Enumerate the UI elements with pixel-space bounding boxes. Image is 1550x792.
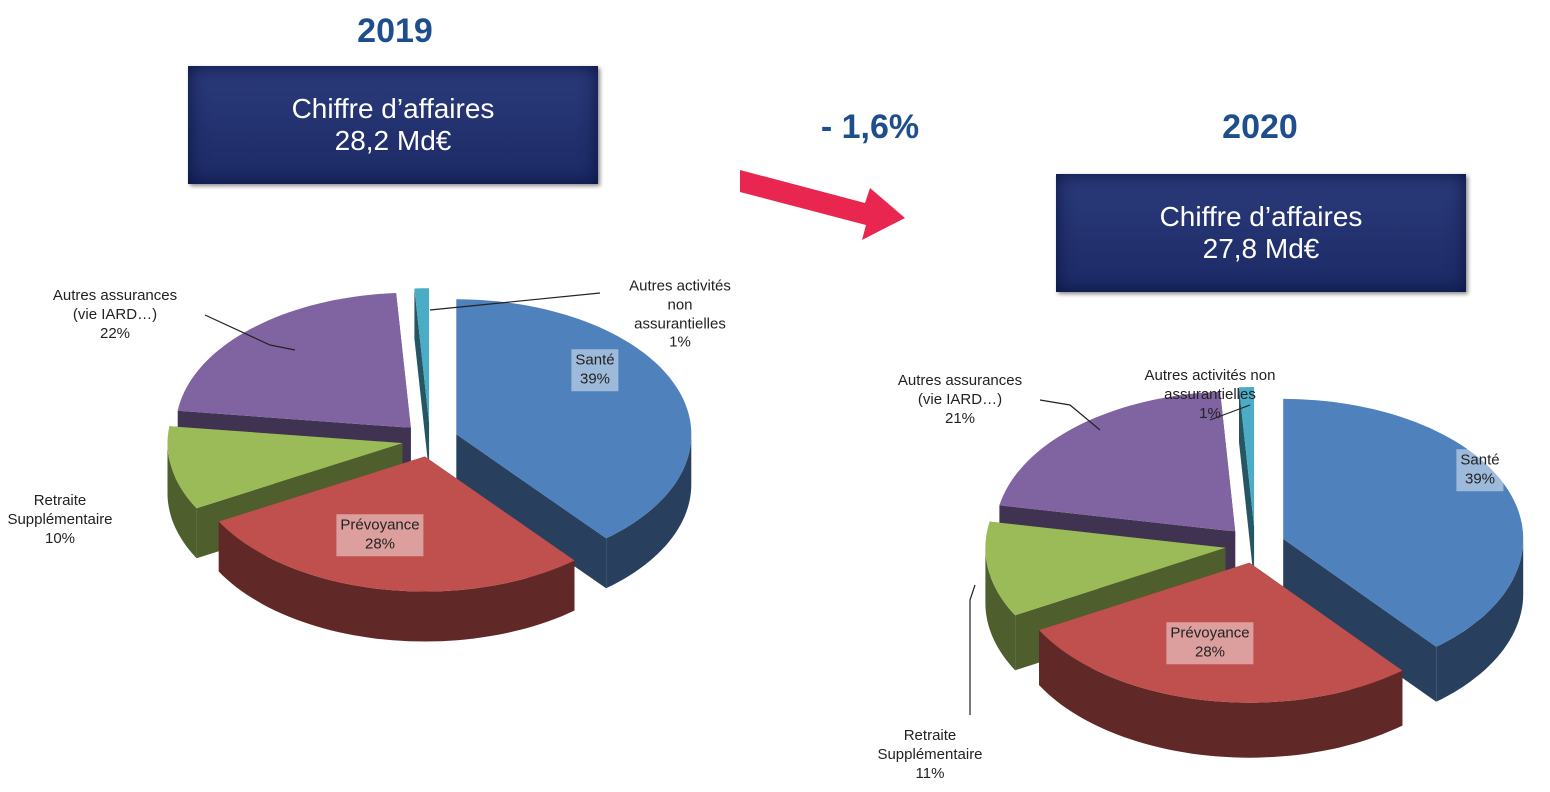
slice-side <box>985 547 1016 671</box>
value-label: 21% <box>944 409 976 427</box>
leader-line <box>204 314 296 351</box>
slice-edge <box>456 434 607 589</box>
slice <box>985 521 1226 616</box>
value-label: 10% <box>44 529 76 547</box>
box-line: 28,2 Md€ <box>334 125 452 156</box>
slice <box>1239 387 1255 527</box>
year-title: 2020 <box>1222 108 1298 146</box>
category-label: Autres assurances (vie IARD…) <box>897 371 1023 408</box>
value-label: 28% <box>1194 643 1226 660</box>
slice-side <box>1039 630 1403 758</box>
revenue-box: Chiffre d’affaires 28,2 Md€ <box>188 66 598 184</box>
value-label: 1% <box>669 333 691 351</box>
category-label: Prévoyance <box>1170 624 1250 642</box>
data-label: Prévoyance 28% <box>1166 622 1254 664</box>
data-label: Autres assurances (vie IARD…) 21% <box>898 372 1022 428</box>
leader-line <box>969 584 976 715</box>
slice-edge <box>1239 387 1255 582</box>
slice-side <box>218 521 575 642</box>
value-label: 39% <box>1464 470 1496 487</box>
data-label: Autres activités non assurantielles 1% <box>629 278 731 353</box>
leader-line <box>429 292 601 311</box>
slice-side <box>606 434 692 589</box>
year-title: 2019 <box>357 12 433 50</box>
slice-side <box>167 443 197 559</box>
arrow <box>740 170 905 240</box>
category-label: Retraite Supplémentaire <box>877 726 983 763</box>
data-label: Autres activités non assurantielles 1% <box>1145 367 1276 423</box>
box-line: 27,8 Md€ <box>1202 233 1320 264</box>
slice <box>456 299 692 539</box>
data-label: Autres assurances (vie IARD…) 22% <box>53 287 177 343</box>
data-label: Santé 39% <box>1456 449 1504 491</box>
value-label: 22% <box>99 324 131 342</box>
slice-edge <box>1283 538 1437 702</box>
data-label: Retraite Supplémentaire 10% <box>7 492 112 548</box>
slice <box>167 426 403 509</box>
category-label: Autres activités non assurantielles <box>1144 366 1276 403</box>
value-label: 1% <box>1199 404 1221 422</box>
box-line: Chiffre d’affaires <box>1159 201 1363 232</box>
category-label: Autres assurances (vie IARD…) <box>52 286 178 323</box>
leader-line <box>1209 404 1251 421</box>
value-label: 28% <box>364 535 396 552</box>
value-label: 39% <box>579 370 611 387</box>
slice-side <box>1436 538 1524 702</box>
revenue-box: Chiffre d’affaires 27,8 Md€ <box>1056 174 1466 292</box>
data-label: Retraite Supplémentaire 11% <box>877 727 982 783</box>
slice <box>1283 398 1524 647</box>
slice <box>414 288 430 424</box>
slice <box>999 391 1236 532</box>
leader-line <box>1039 399 1101 431</box>
category-label: Santé <box>575 351 615 369</box>
box-line: Chiffre d’affaires <box>291 93 495 124</box>
category-label: Retraite Supplémentaire <box>7 491 113 528</box>
value-label: 11% <box>915 764 945 782</box>
category-label: Prévoyance <box>340 516 420 534</box>
change-label: - 1,6% <box>820 108 920 146</box>
category-label: Autres activités non assurantielles <box>629 277 731 333</box>
slice-edge <box>414 288 430 474</box>
slice <box>1039 562 1403 703</box>
slice <box>218 456 575 592</box>
data-label: Prévoyance 28% <box>336 514 424 556</box>
data-label: Santé 39% <box>571 349 619 391</box>
category-label: Santé <box>1460 451 1500 469</box>
slice <box>177 293 411 428</box>
